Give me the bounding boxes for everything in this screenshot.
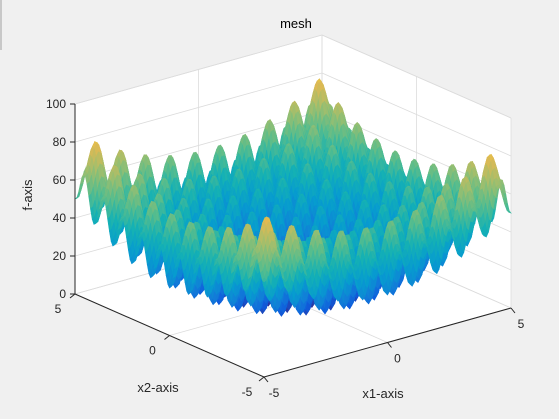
box-edge [321,34,512,119]
frame-edge [0,0,2,50]
surface-mesh [74,78,512,317]
box-edge [74,34,323,105]
